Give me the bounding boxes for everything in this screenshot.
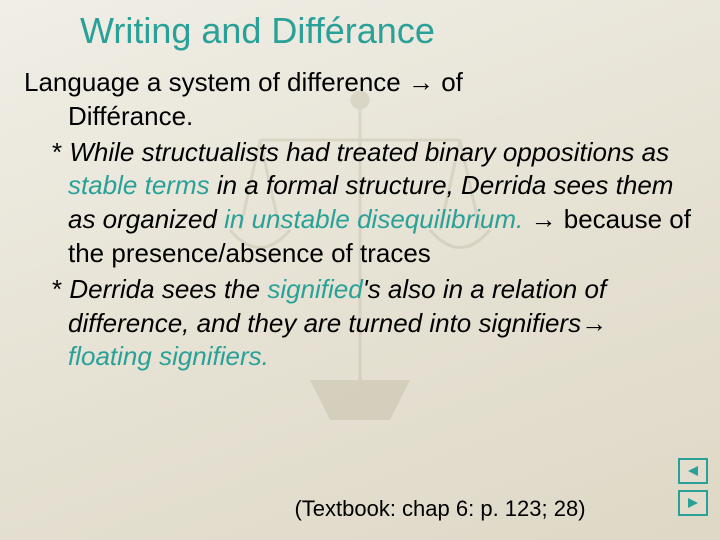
slide-body: Language a system of difference → of Dif… — [24, 66, 696, 374]
para-1-cont: Différance. — [24, 100, 696, 134]
para-1-text-a: Language a system of difference — [24, 67, 408, 97]
para-2: * While structualists had treated binary… — [24, 136, 696, 271]
next-slide-button[interactable] — [678, 490, 708, 516]
arrow-icon: → — [523, 204, 563, 234]
para-1: Language a system of difference → of — [24, 66, 696, 100]
unstable-emphasis: in unstable disequilibrium. — [224, 204, 523, 234]
para-1-text-b: of — [434, 67, 463, 97]
arrow-icon: → — [581, 308, 607, 338]
triangle-left-icon — [686, 465, 700, 477]
bullet-3-text-a: Derrida sees the — [69, 274, 267, 304]
arrow-icon: → — [408, 67, 434, 97]
slide: Writing and Différance Language a system… — [0, 0, 720, 540]
para-3: * Derrida sees the signified's also in a… — [24, 273, 696, 374]
triangle-right-icon — [686, 497, 700, 509]
nav-buttons — [678, 458, 708, 516]
bullet-2-text-a: While structualists had treated binary o… — [69, 137, 669, 167]
stable-terms-emphasis: stable terms — [68, 170, 210, 200]
citation-text: (Textbook: chap 6: p. 123; 28) — [0, 496, 720, 522]
floating-signifiers-emphasis: floating signifiers. — [68, 341, 269, 371]
bullet-3-prefix: * — [52, 274, 69, 304]
signified-emphasis: signified — [267, 274, 362, 304]
slide-title: Writing and Différance — [80, 10, 435, 52]
bullet-2-prefix: * — [52, 137, 69, 167]
prev-slide-button[interactable] — [678, 458, 708, 484]
